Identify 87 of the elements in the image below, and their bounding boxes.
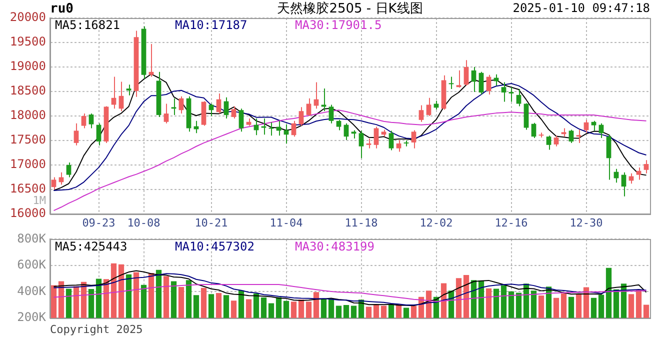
candlestick [388,130,394,151]
candlestick [74,122,79,146]
candlestick [478,71,484,95]
y-tick-label: 17500 [10,132,46,147]
y-tick-label: 200K [17,310,47,324]
text: ru0 [50,1,74,16]
candlestick [284,124,289,144]
text: 1M [32,194,46,207]
candlestick [396,140,402,152]
y-tick-label: 600K [17,258,47,272]
text: Copyright 2025 [50,322,143,336]
x-tick-label: 11-18 [344,216,378,230]
candlestick [621,172,626,197]
candlestick [358,130,364,159]
candlestick [411,130,416,149]
candlestick [576,129,582,144]
x-tick-label: 10-21 [194,216,228,230]
candlestick [644,160,649,174]
candlestick [418,104,424,122]
candlestick [216,92,222,114]
candlestick [81,113,86,129]
y-tick-label: 19500 [10,34,46,49]
candlestick [336,119,342,131]
candlestick [374,126,379,149]
candlestick [636,166,642,180]
candlestick [344,122,349,141]
text: MA10:17187 [175,18,248,32]
candlestick [471,66,476,92]
candlestick [426,97,432,116]
candlestick [148,43,154,78]
text: 2025-01-10 09:47:18 [512,1,650,16]
candlestick [568,129,574,144]
y-tick-label: 19000 [10,59,46,74]
candlestick [366,138,372,149]
y-tick-label: 18500 [10,84,46,98]
x-tick-label: 11-04 [270,216,304,230]
candlestick [306,98,312,116]
candlestick [486,74,492,95]
y-tick-label: 16000 [10,206,46,220]
y-tick-label: 800K [17,231,47,246]
x-tick-label: 12-16 [494,216,528,230]
candlestick [118,81,124,112]
x-tick-label: 12-02 [420,216,453,230]
candlestick [201,100,206,126]
candlestick [126,84,132,96]
candlestick [171,98,176,116]
candlestick [208,103,214,116]
candlestick [298,106,304,126]
candlestick [508,86,514,102]
candlestick [554,135,559,147]
candlestick [321,88,326,112]
candlestick [464,60,469,86]
y-tick-label: 17000 [10,157,46,172]
candlestick [456,70,462,88]
candlestick [268,122,274,136]
chart-title: 天然橡胶2505 - 日K线图 [277,1,423,16]
y-tick-label: 16500 [10,182,46,196]
text: MA30:483199 [295,239,374,254]
series-label: MA5:425443 [55,239,128,254]
candlestick [66,162,72,178]
candlestick [516,88,522,107]
y-tick-label: 20000 [10,10,46,24]
candlestick [531,122,536,139]
candlestick [448,76,454,90]
candlestick [88,113,94,129]
x-tick-label: 10-08 [127,216,160,230]
candlestick [164,103,169,124]
text: MA30:17901.5 [295,18,382,32]
x-tick-label: 12-30 [570,216,603,230]
candlestick [51,176,56,190]
candlestick [291,120,296,138]
candlestick [238,108,244,132]
text: MA5:16821 [55,18,120,32]
candlestick [546,135,552,150]
y-tick-label: 18000 [10,108,46,122]
x-tick-label: 09-23 [82,216,116,230]
candlestick [261,118,266,136]
candlestick [328,104,334,124]
candlestick [224,96,229,119]
y-tick-label: 400K [17,284,47,298]
candlestick [591,120,596,132]
candlestick [178,96,184,114]
candlestick [606,134,612,180]
candlestick [231,106,236,119]
candlestick [96,122,102,146]
candlestick [501,82,506,102]
series-label: MA10:457302 [175,239,254,254]
